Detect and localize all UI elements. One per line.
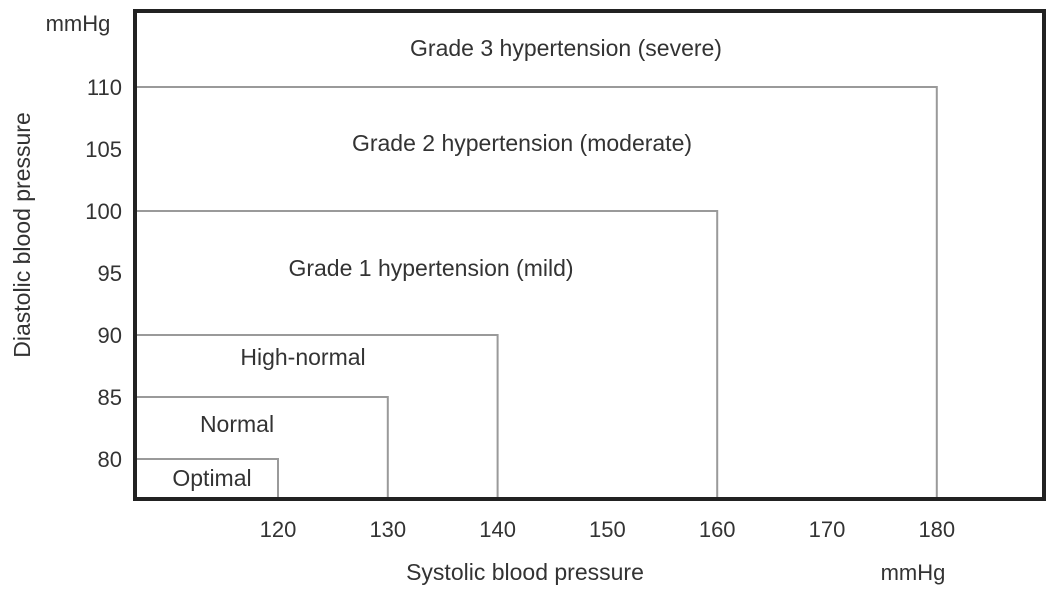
boundary-0 (135, 458, 279, 499)
category-label-1: Normal (200, 411, 274, 437)
plot-frame (133, 9, 1046, 501)
category-labels: Optimal Normal High-normal Grade 1 hyperten… (172, 35, 722, 491)
x-tick-label: 130 (369, 517, 406, 542)
category-label-2: High-normal (240, 344, 365, 370)
x-tick-label: 120 (260, 517, 297, 542)
x-axis-unit: mmHg (881, 560, 946, 585)
category-label-4: Grade 2 hypertension (moderate) (352, 130, 692, 156)
y-tick-labels: 80 85 90 95 100 105 110 (85, 75, 122, 472)
x-tick-label: 150 (589, 517, 626, 542)
category-label-3: Grade 1 hypertension (mild) (288, 255, 573, 281)
x-tick-label: 180 (918, 517, 955, 542)
boundary-2 (135, 334, 499, 499)
boundary-3 (135, 210, 719, 499)
x-tick-label: 170 (809, 517, 846, 542)
x-tick-label: 160 (699, 517, 736, 542)
boundary-1 (135, 396, 389, 499)
y-tick-label: 80 (98, 447, 122, 472)
x-axis-title: Systolic blood pressure (406, 559, 644, 585)
category-boundaries (135, 86, 938, 499)
y-tick-label: 95 (98, 261, 122, 286)
y-tick-label: 100 (85, 199, 122, 224)
boundary-4 (135, 86, 938, 499)
y-axis-unit: mmHg (46, 11, 111, 36)
y-axis-title: Diastolic blood pressure (9, 112, 35, 357)
y-tick-label: 90 (98, 323, 122, 348)
category-label-0: Optimal (172, 465, 251, 491)
x-tick-labels: 120 130 140 150 160 170 180 (260, 517, 956, 542)
y-tick-label: 105 (85, 137, 122, 162)
y-tick-label: 85 (98, 385, 122, 410)
y-tick-label: 110 (87, 75, 122, 100)
category-label-5: Grade 3 hypertension (severe) (410, 35, 722, 61)
x-tick-label: 140 (479, 517, 516, 542)
